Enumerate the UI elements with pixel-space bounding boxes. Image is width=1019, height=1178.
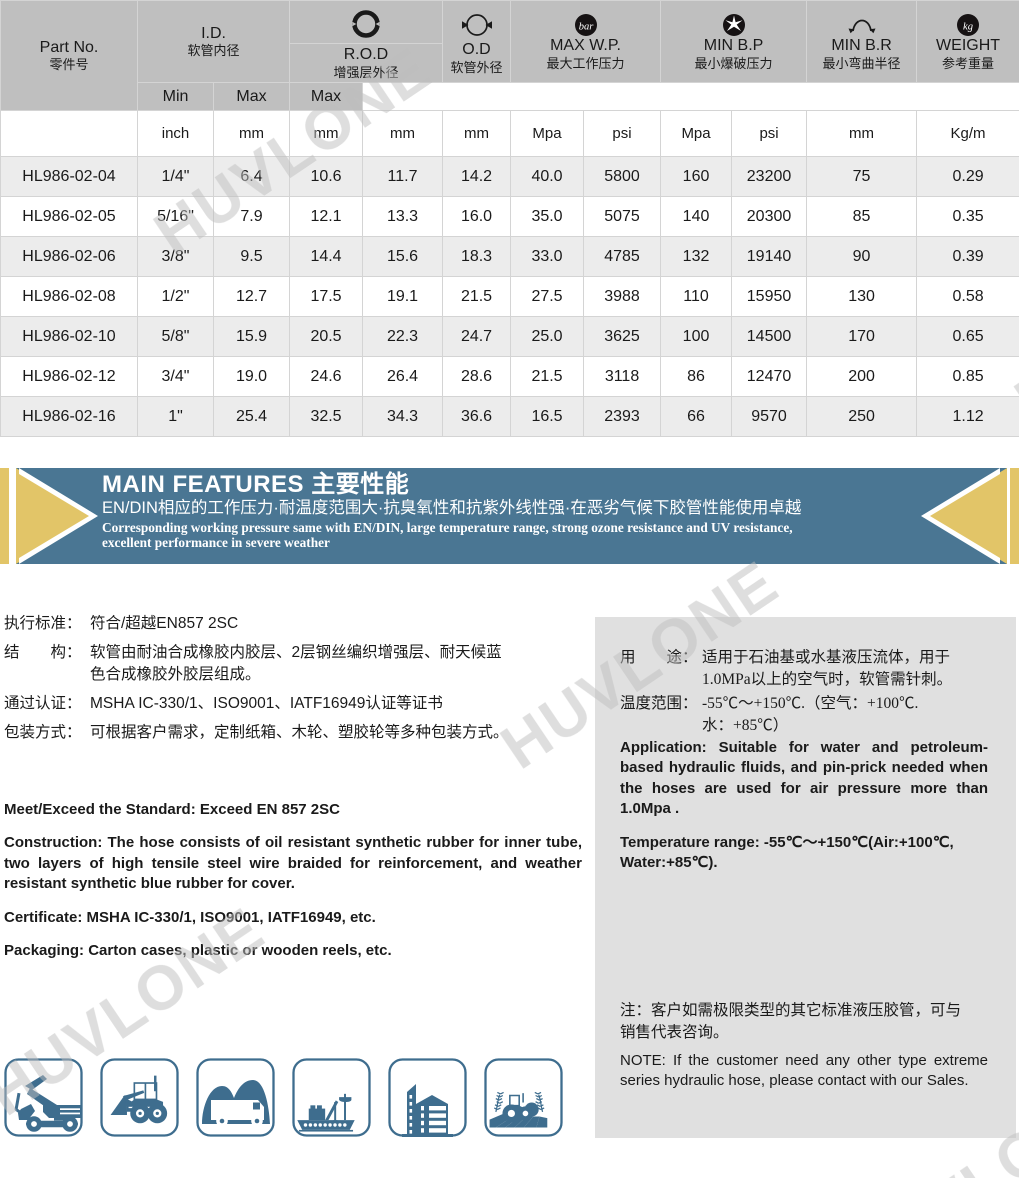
svg-text:kg: kg [963, 22, 973, 33]
svg-text:bar: bar [578, 22, 594, 33]
